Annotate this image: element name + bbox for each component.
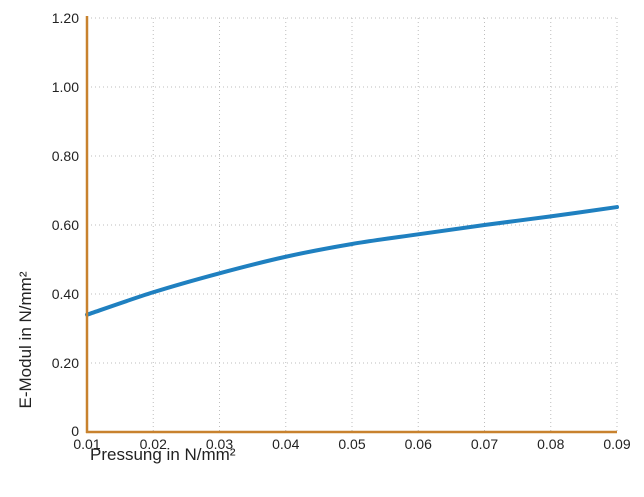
axes	[85, 16, 617, 434]
grid	[87, 17, 618, 432]
y-tick-label: 1.00	[52, 79, 79, 95]
x-tick-label: 0.08	[537, 436, 564, 452]
series-layer	[85, 205, 619, 317]
y-tick-label: 0.40	[52, 286, 79, 302]
y-tick-label: 1.20	[52, 10, 79, 26]
x-tick-label: 0.04	[272, 436, 299, 452]
x-tick-label: 0.07	[471, 436, 498, 452]
x-tick-label: 0.09	[603, 436, 630, 452]
y-tick-label: 0.60	[52, 217, 79, 233]
tick-labels: 0 0.20 0.40 0.60 0.80 1.00 1.20 0.01 0.02 0.03 0.0…	[52, 10, 631, 452]
series-line	[85, 205, 619, 317]
x-tick-label: 0.05	[338, 436, 365, 452]
y-axis-title: E-Modul in N/mm²	[16, 271, 35, 408]
x-tick-label: 0.02	[140, 436, 167, 452]
x-tick-label: 0.01	[73, 436, 100, 452]
y-tick-label: 0	[71, 423, 79, 439]
y-tick-label: 0.20	[52, 355, 79, 371]
x-tick-label: 0.03	[206, 436, 233, 452]
x-tick-label: 0.06	[405, 436, 432, 452]
y-tick-label: 0.80	[52, 148, 79, 164]
x-axis-title: Pressung in N/mm²	[90, 445, 236, 464]
